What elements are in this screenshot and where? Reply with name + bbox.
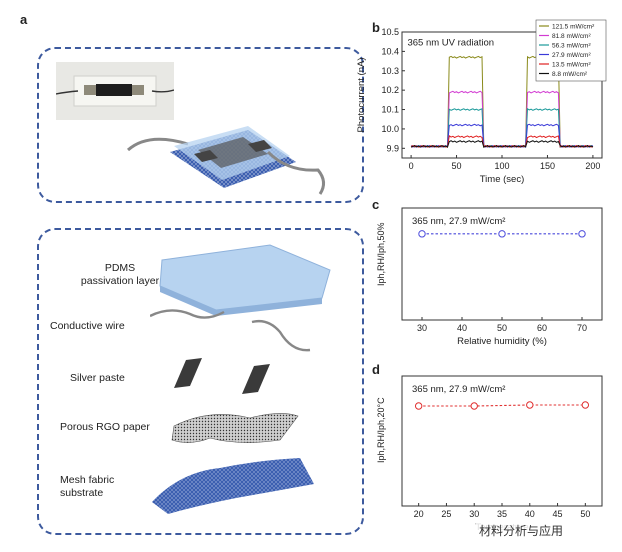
chart-d-xtick-label: 25 bbox=[441, 509, 451, 519]
chart-d-point bbox=[414, 402, 423, 410]
layer-label-silver-paste: Silver paste bbox=[70, 372, 125, 384]
chart-d-xtick-label: 35 bbox=[497, 509, 507, 519]
chart-b-legend-label: 8.8 mW/cm² bbox=[552, 71, 588, 78]
device-illustration bbox=[126, 126, 325, 195]
chart-d-frame bbox=[401, 375, 603, 507]
chart-b-ytick-label: 10.0 bbox=[381, 124, 399, 134]
photocurrent-chart: 0 50 100 150 200 9.9 10.0 10.1 10.2 10.3 10.4 10.5 T… bbox=[356, 19, 607, 185]
chart-d-point bbox=[526, 401, 534, 409]
layer-label-mesh-fabric: Mesh fabric substrate bbox=[60, 474, 115, 499]
device-photo bbox=[56, 62, 174, 120]
chart-c-xtick-label: 40 bbox=[457, 323, 467, 333]
chart-b-series-line bbox=[410, 140, 594, 148]
chart-b-legend-box bbox=[535, 19, 607, 82]
chart-b-ylabel: Photocurrent (nA) bbox=[356, 58, 367, 133]
panel-d-letter: d bbox=[372, 362, 380, 377]
chart-d-ylabel: Iph,RH/Iph,20°C bbox=[376, 397, 386, 463]
chart-b-ytick-label: 10.3 bbox=[381, 66, 399, 76]
chart-b-xtick-label: 50 bbox=[452, 161, 462, 171]
layer-label-rgo-paper: Porous RGO paper bbox=[60, 421, 150, 433]
pdms-layer-graphic bbox=[159, 244, 331, 316]
humidity-chart: 30 40 50 60 70 Relative humidity (%) 365 nm, 2… bbox=[376, 207, 603, 347]
panel-a-letter: a bbox=[20, 12, 28, 27]
chart-b-xtick-label: 0 bbox=[409, 161, 414, 171]
chart-c-point bbox=[498, 230, 506, 238]
chart-b-xtick-label: 200 bbox=[585, 161, 600, 171]
chart-b-legend-label: 121.5 mW/cm² bbox=[552, 24, 595, 31]
panel-c-letter: c bbox=[372, 197, 380, 212]
chart-d-trend-line bbox=[418, 404, 586, 407]
chart-b-ytick-label: 10.4 bbox=[381, 46, 399, 56]
chart-d-point bbox=[581, 401, 590, 409]
layer-label-conductive-wire: Conductive wire bbox=[50, 320, 125, 332]
layer-stack-box bbox=[37, 228, 364, 535]
chart-b-ytick-label: 9.9 bbox=[386, 143, 399, 153]
chart-b-legend-label: 81.8 mW/cm² bbox=[552, 33, 591, 40]
temperature-chart: 20253035404550Temperature365 nm, 27.9 mW… bbox=[376, 375, 603, 533]
chart-d-xtick-label: 30 bbox=[469, 509, 479, 519]
chart-c-point bbox=[578, 230, 586, 238]
chart-b-legend-label: 27.9 mW/cm² bbox=[552, 52, 591, 59]
silver-paste-left-graphic bbox=[174, 358, 202, 388]
chart-b-xtick-label: 150 bbox=[540, 161, 555, 171]
wire-right-graphic bbox=[251, 319, 311, 352]
wire-left-graphic bbox=[150, 309, 225, 319]
chart-b-ytick-label: 10.1 bbox=[381, 105, 399, 115]
chart-d-xtick-label: 20 bbox=[414, 509, 424, 519]
chart-c-xlabel: Relative humidity (%) bbox=[457, 336, 547, 347]
watermark-text: 材料分析与应用 bbox=[476, 522, 567, 539]
chart-b-series-line bbox=[410, 107, 594, 148]
chart-d-xtick-label: 45 bbox=[553, 509, 563, 519]
device-photo-box bbox=[37, 47, 364, 203]
chart-b-series-line bbox=[410, 123, 594, 148]
chart-d-xtick-label: 50 bbox=[580, 509, 590, 519]
chart-c-xtick-label: 70 bbox=[577, 323, 587, 333]
chart-c-xtick-label: 50 bbox=[497, 323, 507, 333]
chart-b-xtick-label: 100 bbox=[494, 161, 509, 171]
chart-c-xtick-label: 60 bbox=[537, 323, 547, 333]
chart-d-xtick-label: 40 bbox=[525, 509, 535, 519]
chart-b-series-line bbox=[410, 90, 594, 148]
chart-c-xtick-label: 30 bbox=[417, 323, 427, 333]
layer-label-pdms: PDMS passivation layer bbox=[80, 262, 160, 287]
panel-b-letter: b bbox=[372, 20, 380, 35]
chart-c-annotation: 365 nm, 27.9 mW/cm² bbox=[412, 216, 505, 227]
chart-b-legend-label: 13.5 mW/cm² bbox=[552, 62, 591, 69]
chart-b-legend-label: 56.3 mW/cm² bbox=[552, 43, 591, 50]
silver-paste-right-graphic bbox=[242, 364, 270, 394]
chart-b-annotation: 365 nm UV radiation bbox=[407, 38, 494, 49]
chart-c-point bbox=[418, 230, 426, 238]
chart-c-ylabel: Iph,RH/Iph,50% bbox=[376, 222, 386, 286]
layer-graphics bbox=[150, 244, 331, 514]
chart-d-annotation: 365 nm, 27.9 mW/cm² bbox=[412, 384, 505, 395]
chart-b-xlabel: Time (sec) bbox=[480, 174, 525, 185]
chart-b-ytick-label: 10.2 bbox=[381, 85, 399, 95]
chart-b-ytick-label: 10.5 bbox=[381, 27, 399, 37]
chart-d-point bbox=[470, 402, 478, 410]
